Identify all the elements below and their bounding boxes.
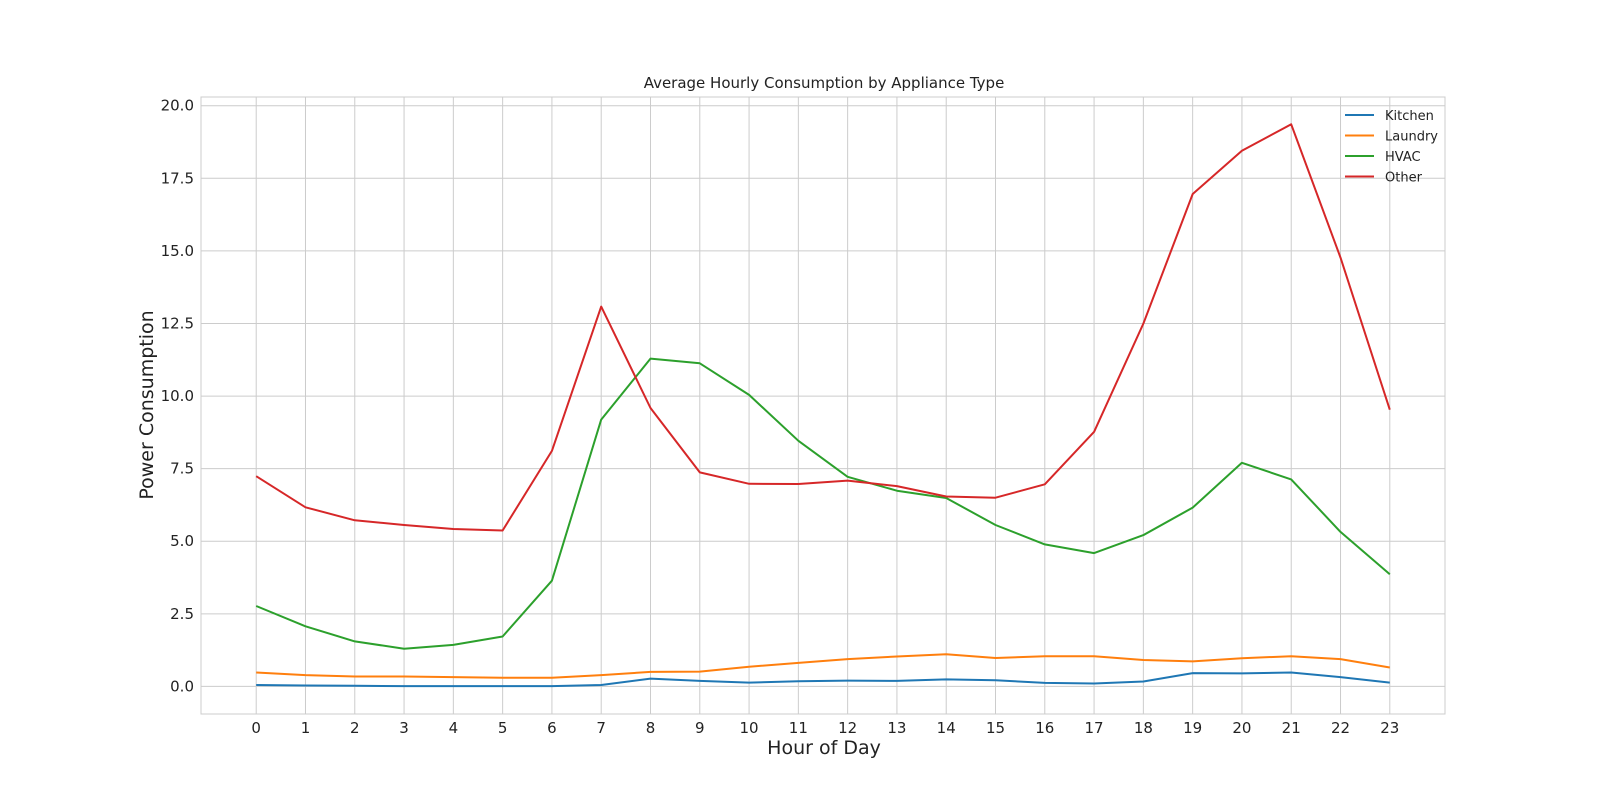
series-line-kitchen xyxy=(256,671,1390,688)
series-line-laundry xyxy=(256,653,1390,679)
x-tick-label: 1 xyxy=(301,719,311,737)
x-tick-label: 16 xyxy=(1035,719,1054,737)
y-tick-label: 15.0 xyxy=(161,242,194,260)
legend-label-other: Other xyxy=(1385,171,1423,186)
legend-label-kitchen: Kitchen xyxy=(1385,109,1434,124)
x-tick-label: 12 xyxy=(838,719,857,737)
y-tick-label: 0.0 xyxy=(170,677,194,695)
x-tick-label: 4 xyxy=(449,719,459,737)
y-tick-label: 7.5 xyxy=(170,460,194,478)
x-tick-label: 10 xyxy=(740,719,759,737)
x-tick-label: 3 xyxy=(399,719,409,737)
x-tick-label: 14 xyxy=(937,719,956,737)
x-tick-label: 21 xyxy=(1282,719,1301,737)
legend-label-hvac: HVAC xyxy=(1385,150,1421,165)
x-tick-label: 2 xyxy=(350,719,360,737)
y-axis-ticks: 0.0 2.5 5.0 7.5 10.0 12.5 15.0 17.5 20.0 xyxy=(161,97,194,696)
x-tick-label: 8 xyxy=(646,719,656,737)
grid xyxy=(201,97,1445,714)
x-tick-label: 7 xyxy=(596,719,606,737)
x-tick-label: 22 xyxy=(1331,719,1350,737)
x-tick-label: 13 xyxy=(887,719,906,737)
x-axis-ticks: 0 1 2 3 4 5 6 7 8 9 10 11 12 13 14 15 16 17 18 19 20 21 22 23 xyxy=(251,719,1399,737)
series-lines xyxy=(255,123,1391,688)
y-tick-label: 17.5 xyxy=(161,169,194,187)
y-tick-label: 5.0 xyxy=(170,532,194,550)
y-tick-label: 20.0 xyxy=(161,97,194,115)
series-line-other xyxy=(255,123,1391,532)
y-tick-label: 12.5 xyxy=(161,314,194,332)
plot-frame xyxy=(200,96,1446,715)
x-tick-label: 11 xyxy=(789,719,808,737)
y-tick-label: 2.5 xyxy=(170,605,194,623)
x-tick-label: 23 xyxy=(1380,719,1399,737)
x-tick-label: 15 xyxy=(986,719,1005,737)
x-tick-label: 0 xyxy=(251,719,261,737)
x-tick-label: 17 xyxy=(1085,719,1104,737)
x-tick-label: 5 xyxy=(498,719,508,737)
legend-label-laundry: Laundry xyxy=(1385,130,1438,145)
y-tick-label: 10.0 xyxy=(161,387,194,405)
legend: Kitchen Laundry HVAC Other xyxy=(1345,109,1438,186)
y-axis-label: Power Consumption xyxy=(136,310,158,499)
chart-title: Average Hourly Consumption by Appliance … xyxy=(644,74,1005,92)
x-tick-label: 6 xyxy=(547,719,557,737)
x-tick-label: 9 xyxy=(695,719,705,737)
x-axis-label: Hour of Day xyxy=(767,737,881,759)
x-tick-label: 19 xyxy=(1183,719,1202,737)
series-line-hvac xyxy=(255,357,1391,650)
x-tick-label: 18 xyxy=(1134,719,1153,737)
x-tick-label: 20 xyxy=(1232,719,1251,737)
